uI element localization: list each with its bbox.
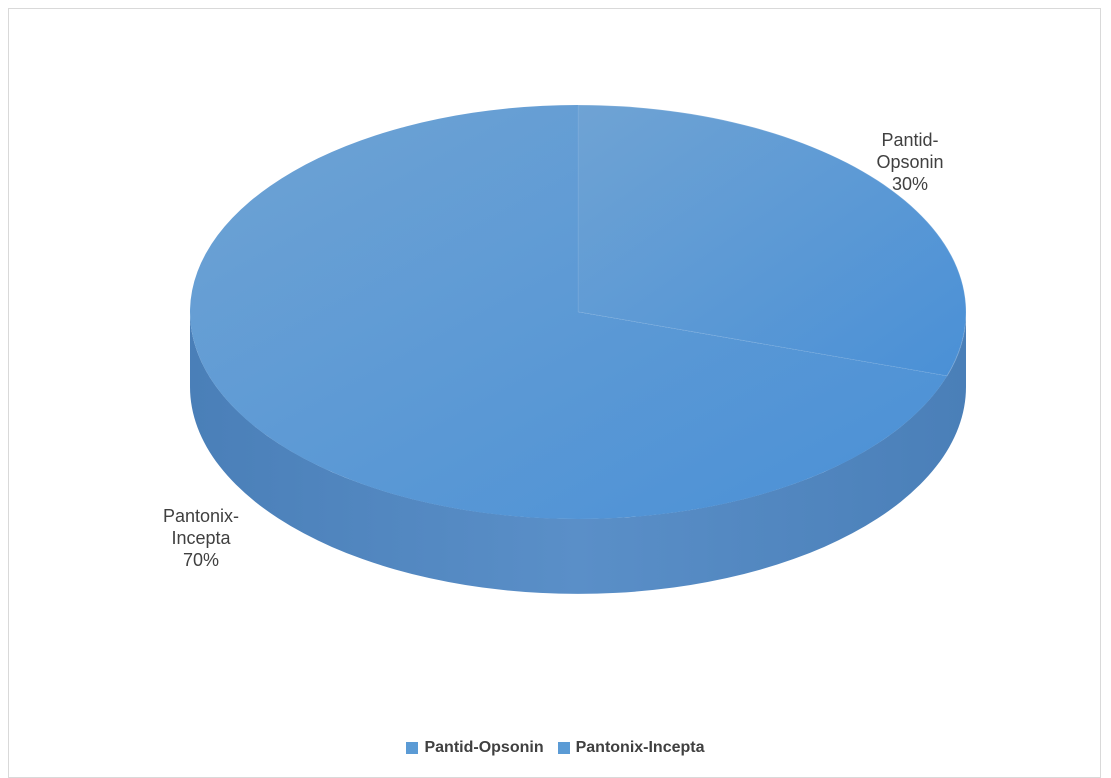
slice-label-line: Opsonin [876,152,943,172]
slice-label-line: Incepta [171,528,231,548]
slice-label-pantonix-incepta: Pantonix-Incepta 70% [163,506,239,570]
legend-item-pantid-opsonin[interactable]: Pantid-Opsonin [406,739,544,757]
slice-label-line: Pantonix- [163,506,239,526]
pie-labels-layer: Pantid-Opsonin 30% Pantonix-Incepta 70% [163,130,944,570]
legend-swatch [557,742,570,754]
pie-slice-pantid-opsonin[interactable] [577,104,967,377]
legend: Pantid-Opsonin Pantonix-Incepta [0,739,1111,757]
slice-label-pantid-opsonin: Pantid-Opsonin 30% [876,130,943,194]
legend-label: Pantonix-Incepta [575,739,705,756]
pie-top-layer [189,104,967,519]
pie-side-layer [190,312,966,594]
slice-label-line: Pantid- [881,130,938,150]
legend-swatch [406,742,419,754]
pie-slice-pantonix-incepta[interactable] [189,105,948,519]
slice-label-line: 70% [183,550,219,570]
slice-label-line: 30% [892,174,928,194]
legend-label: Pantid-Opsonin [424,739,544,756]
pie-side-wall [190,312,966,594]
legend-item-pantonix-incepta[interactable]: Pantonix-Incepta [557,739,705,757]
